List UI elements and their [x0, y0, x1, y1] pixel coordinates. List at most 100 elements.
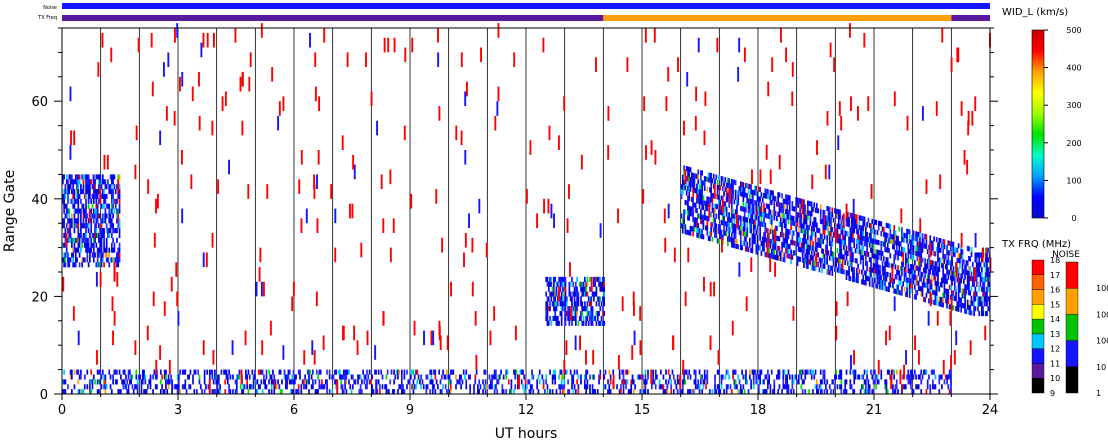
scatter-cell [284, 384, 287, 390]
scatter-cell [850, 237, 853, 243]
scatter-cell [559, 369, 562, 375]
scatter-cell [305, 384, 308, 390]
scatter-speckle [374, 345, 377, 360]
scatter-speckle [679, 374, 682, 390]
scatter-cell [639, 374, 642, 380]
scatter-cell [933, 299, 935, 305]
scatter-cell [792, 379, 795, 385]
scatter-cell [754, 190, 756, 196]
scatter-cell [925, 234, 928, 240]
scatter-cell [87, 237, 90, 243]
scatter-cell [777, 255, 780, 261]
scatter-cell [816, 389, 818, 395]
scatter-cell [801, 379, 804, 385]
scatter-cell [134, 384, 136, 390]
scatter-cell [883, 241, 885, 247]
scatter-cell [845, 389, 848, 395]
scatter-speckle [162, 62, 165, 77]
scatter-cell [96, 203, 99, 209]
txfreq-colorbar-box [1031, 378, 1045, 394]
scatter-cell [585, 286, 587, 292]
scatter-speckle [633, 301, 635, 316]
scatter-cell [975, 276, 978, 282]
scatter-cell [855, 258, 858, 264]
scatter-cell [866, 266, 868, 272]
scatter-cell [118, 369, 121, 375]
scatter-cell [116, 369, 118, 375]
scatter-cell [835, 374, 838, 380]
scatter-speckle [380, 174, 383, 190]
scatter-cell [550, 320, 553, 326]
scatter-speckle [735, 213, 738, 229]
scatter-cell [572, 389, 575, 395]
scatter-cell [908, 229, 911, 235]
scatter-cell [550, 281, 553, 287]
scatter-cell [232, 374, 234, 380]
scatter-cell [751, 243, 754, 249]
scatter-cell [430, 374, 433, 380]
scatter-cell [264, 379, 267, 385]
scatter-speckle [97, 62, 100, 77]
scatter-cell [872, 282, 875, 288]
scatter-cell [607, 389, 609, 395]
scatter-cell [251, 384, 254, 390]
scatter-cell [864, 241, 867, 247]
scatter-cell [809, 201, 812, 207]
scatter-cell [700, 184, 702, 190]
scatter-cell [782, 217, 785, 224]
scatter-speckle [785, 47, 788, 63]
scatter-speckle [206, 32, 209, 48]
scatter-cell [821, 258, 823, 264]
scatter-cell [701, 190, 703, 196]
scatter-cell [77, 228, 80, 234]
scatter-cell [756, 379, 759, 385]
scatter-cell [559, 301, 562, 307]
scatter-cell [895, 284, 898, 290]
scatter-speckle [248, 76, 251, 92]
scatter-cell [734, 369, 737, 375]
scatter-cell [898, 250, 901, 256]
scatter-cell [867, 384, 870, 390]
scatter-cell [149, 384, 152, 390]
scatter-cell [814, 207, 817, 213]
scatter-cell [746, 197, 749, 204]
scatter-cell [778, 255, 781, 261]
scatter-cell [344, 379, 346, 385]
scatter-cell [862, 374, 865, 380]
scatter-cell [942, 302, 944, 308]
scatter-cell [915, 289, 917, 295]
scatter-cell [773, 389, 776, 395]
scatter-cell [836, 223, 839, 229]
scatter-cell [73, 193, 76, 199]
scatter-cell [885, 261, 888, 267]
scatter-cell [92, 257, 95, 263]
scatter-cell [261, 389, 264, 395]
scatter-cell [754, 224, 756, 230]
scatter-cell [937, 247, 939, 253]
scatter-cell [86, 257, 89, 263]
scatter-cell [898, 280, 901, 286]
scatter-cell [845, 379, 848, 385]
scatter-cell [747, 389, 750, 395]
scatter-cell [858, 374, 861, 380]
scatter-cell [739, 240, 742, 246]
scatter-cell [812, 389, 814, 395]
scatter-cell [756, 244, 759, 250]
scatter-cell [888, 247, 890, 254]
scatter-cell [76, 223, 78, 229]
scatter-cell [723, 210, 725, 216]
scatter-cell [599, 306, 602, 312]
scatter-cell [773, 379, 776, 385]
scatter-cell [758, 245, 760, 251]
scatter-cell [849, 256, 852, 262]
scatter-cell [912, 240, 915, 246]
scatter-cell [484, 369, 487, 375]
scatter-cell [103, 179, 105, 185]
scatter-cell [591, 384, 594, 390]
scatter-cell [80, 218, 82, 224]
scatter-cell [112, 193, 114, 199]
scatter-speckle [574, 335, 577, 351]
scatter-cell [176, 384, 179, 390]
scatter-cell [853, 228, 856, 234]
scatter-speckle [159, 345, 162, 360]
